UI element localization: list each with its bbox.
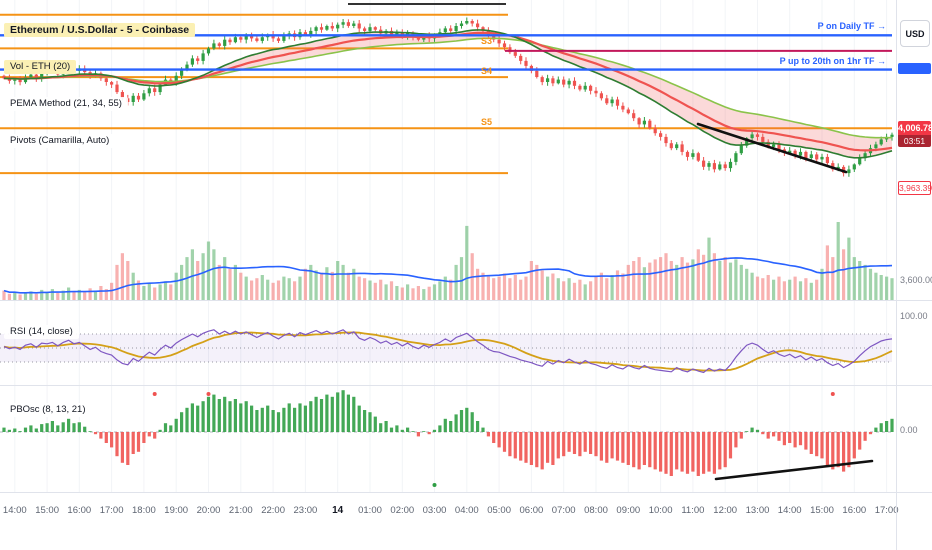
legend-pivots[interactable]: Pivots (Camarilla, Auto): [4, 134, 116, 148]
time-label: 22:00: [261, 505, 285, 516]
time-label: 07:00: [551, 505, 576, 516]
time-label: 09:00: [616, 505, 641, 516]
time-label: 06:00: [519, 505, 544, 516]
time-label: 10:00: [648, 505, 673, 516]
legend-rsi[interactable]: RSI (14, close): [4, 325, 79, 339]
time-label: 08:00: [584, 505, 608, 516]
time-axis[interactable]: 14:00 15:00 16:00 17:00 18:00 19:00 20:00 21:00…: [0, 493, 899, 550]
price-scale-label: 3,600.00: [900, 275, 932, 285]
time-label: 15:00: [810, 505, 834, 516]
last-price-badge: 4,006.78 03:51: [898, 121, 931, 147]
time-label: 16:00: [842, 505, 867, 516]
time-label: 16:00: [67, 505, 92, 516]
trendline[interactable]: [714, 459, 874, 481]
time-label: 02:00: [390, 505, 415, 516]
volume-layer: [2, 222, 894, 300]
bar-countdown: 03:51: [898, 135, 931, 147]
time-label: 01:00: [358, 505, 382, 516]
time-label: 14:00: [2, 505, 27, 516]
time-label: 14: [332, 505, 344, 516]
last-price-value: 4,006.78: [898, 121, 931, 135]
time-label: 12:00: [713, 505, 738, 516]
camarilla-s4-label: S4: [481, 66, 493, 76]
time-label: 19:00: [164, 505, 189, 516]
pivot-price-badge: [898, 63, 931, 74]
time-label: 04:00: [454, 505, 479, 516]
pbosc-scale-label: 0.00: [900, 425, 918, 435]
time-label: 13:00: [745, 505, 770, 516]
time-label: 15:00: [35, 505, 59, 516]
currency-toggle-button[interactable]: USD: [900, 20, 930, 47]
rsi-plot: [0, 329, 893, 374]
volume-ma-line: [3, 257, 893, 294]
daily-pivot-note[interactable]: P on Daily TF →: [817, 21, 886, 31]
ema-ribbon-band: [4, 29, 892, 158]
time-label: 23:00: [293, 505, 318, 516]
level-price-badge: 3,963.39: [898, 181, 932, 195]
time-label: 20:00: [196, 505, 221, 516]
legend-pema[interactable]: PEMA Method (21, 34, 55): [4, 97, 128, 111]
time-label: 21:00: [228, 505, 253, 516]
camarilla-s5-label: S5: [481, 117, 493, 127]
price-scale[interactable]: USD 4,006.78 03:51 3,963.39 3,600.00 100…: [896, 0, 932, 550]
legend-symbol[interactable]: Ethereum / U.S.Dollar - 5 - Coinbase: [4, 23, 196, 37]
time-label: 11:00: [681, 505, 705, 516]
legend-pbosc[interactable]: PBOsc (8, 13, 21): [4, 403, 92, 417]
time-label: 17:00: [874, 505, 899, 516]
camarilla-s3-label: S3: [481, 36, 493, 46]
hourly-pivot-note[interactable]: P up to 20th on 1hr TF →: [779, 56, 886, 66]
legend-volume[interactable]: Vol - ETH (20): [4, 60, 77, 74]
rsi-signal-line: [3, 331, 893, 372]
rsi-line: [3, 329, 893, 374]
time-label: 14:00: [777, 505, 802, 516]
time-label: 18:00: [132, 505, 156, 516]
time-label: 05:00: [487, 505, 511, 516]
trendline[interactable]: [696, 122, 848, 174]
time-label: 17:00: [99, 505, 124, 516]
rsi-scale-label: 100.00: [900, 311, 928, 321]
time-label: 03:00: [422, 505, 447, 516]
pbosc-plot: [0, 390, 894, 487]
